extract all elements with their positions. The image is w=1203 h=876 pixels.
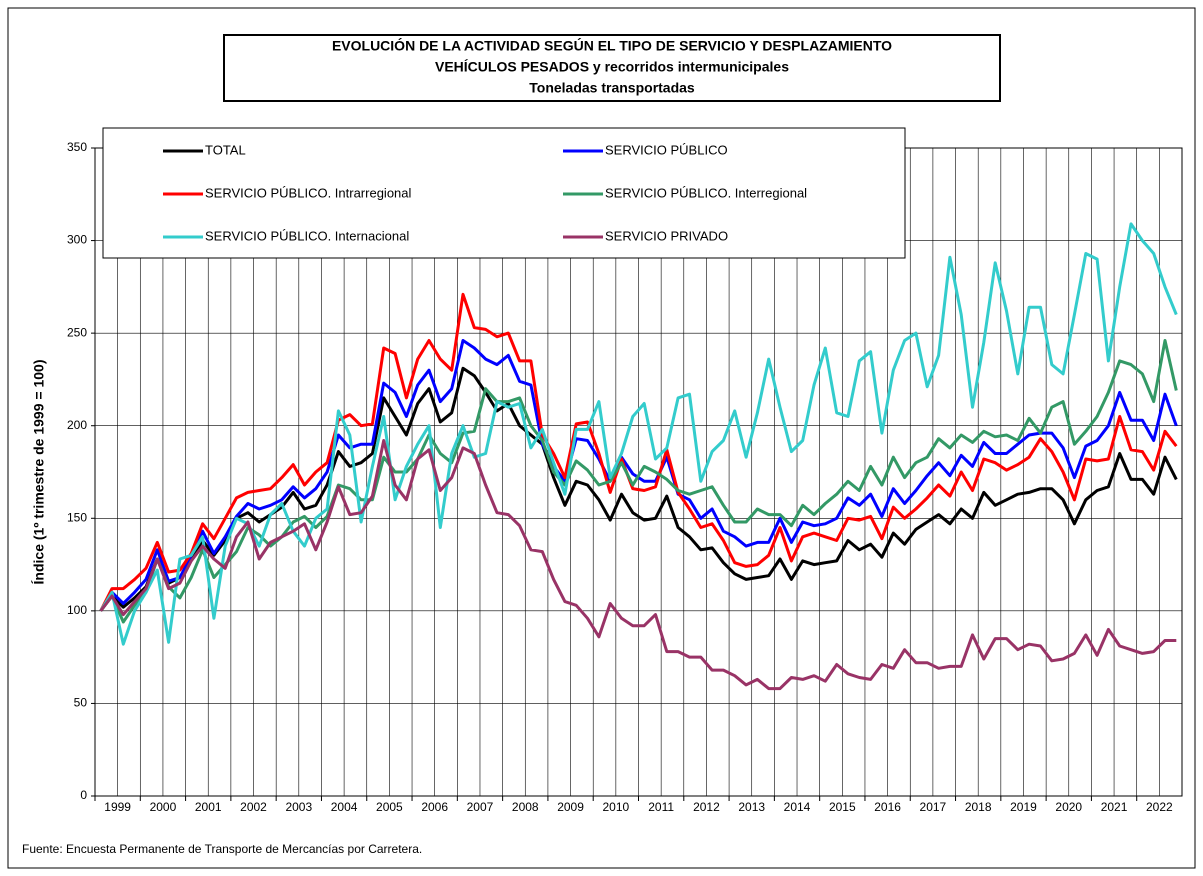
legend-label: SERVICIO PÚBLICO. Internacional: [205, 228, 409, 243]
x-tick-label: 2011: [648, 800, 674, 814]
x-tick-label: 2020: [1055, 800, 1082, 814]
x-tick-label: 2010: [603, 800, 630, 814]
series-line: [99, 222, 1178, 646]
x-tick-label: 2007: [467, 800, 494, 814]
series-line: [99, 366, 1178, 612]
x-tick-label: 2002: [240, 800, 267, 814]
y-tick-label: 250: [67, 325, 87, 339]
chart-title: EVOLUCIÓN DE LA ACTIVIDAD SEGÚN EL TIPO …: [332, 37, 892, 54]
series-line: [99, 292, 1178, 612]
y-tick-label: 100: [67, 603, 87, 617]
legend-label: SERVICIO PÚBLICO. Interregional: [605, 185, 807, 200]
x-tick-label: 2008: [512, 800, 539, 814]
chart-title: VEHÍCULOS PESADOS y recorridos intermuni…: [435, 59, 789, 75]
y-tick-label: 350: [67, 140, 87, 154]
y-tick-label: 0: [80, 788, 87, 802]
x-tick-label: 2004: [331, 800, 358, 814]
legend-label: SERVICIO PÚBLICO. Intrarregional: [205, 185, 412, 200]
x-tick-label: 2021: [1101, 800, 1128, 814]
y-tick-label: 50: [74, 696, 88, 710]
legend-label: SERVICIO PRIVADO: [605, 228, 728, 243]
x-tick-label: 2000: [150, 800, 177, 814]
legend-label: TOTAL: [205, 142, 246, 157]
x-tick-label: 2016: [874, 800, 901, 814]
title-box: [223, 34, 1001, 102]
x-tick-label: 2005: [376, 800, 403, 814]
x-tick-label: 2006: [421, 800, 448, 814]
series-line: [99, 439, 1177, 691]
x-tick-label: 1999: [104, 800, 131, 814]
chart-title: Toneladas transportadas: [529, 80, 695, 96]
x-tick-label: 2001: [195, 800, 222, 814]
x-tick-label: 2015: [829, 800, 856, 814]
x-tick-label: 2017: [920, 800, 947, 814]
y-tick-label: 200: [67, 418, 87, 432]
legend-box: [102, 127, 906, 259]
x-tick-label: 2022: [1146, 800, 1173, 814]
legend-label: SERVICIO PÚBLICO: [605, 142, 728, 157]
y-tick-label: 300: [67, 233, 87, 247]
x-tick-label: 2013: [738, 800, 765, 814]
x-tick-label: 2012: [693, 800, 720, 814]
x-tick-label: 2018: [965, 800, 992, 814]
y-tick-label: 150: [67, 510, 87, 524]
x-tick-label: 2009: [557, 800, 584, 814]
x-tick-label: 2014: [784, 800, 811, 814]
x-tick-label: 2003: [285, 800, 312, 814]
source: Fuente: Encuesta Permanente de Transport…: [22, 842, 422, 856]
y-axis-label: Índice (1º trimestre de 1999 = 100): [31, 360, 47, 585]
x-tick-label: 2019: [1010, 800, 1037, 814]
